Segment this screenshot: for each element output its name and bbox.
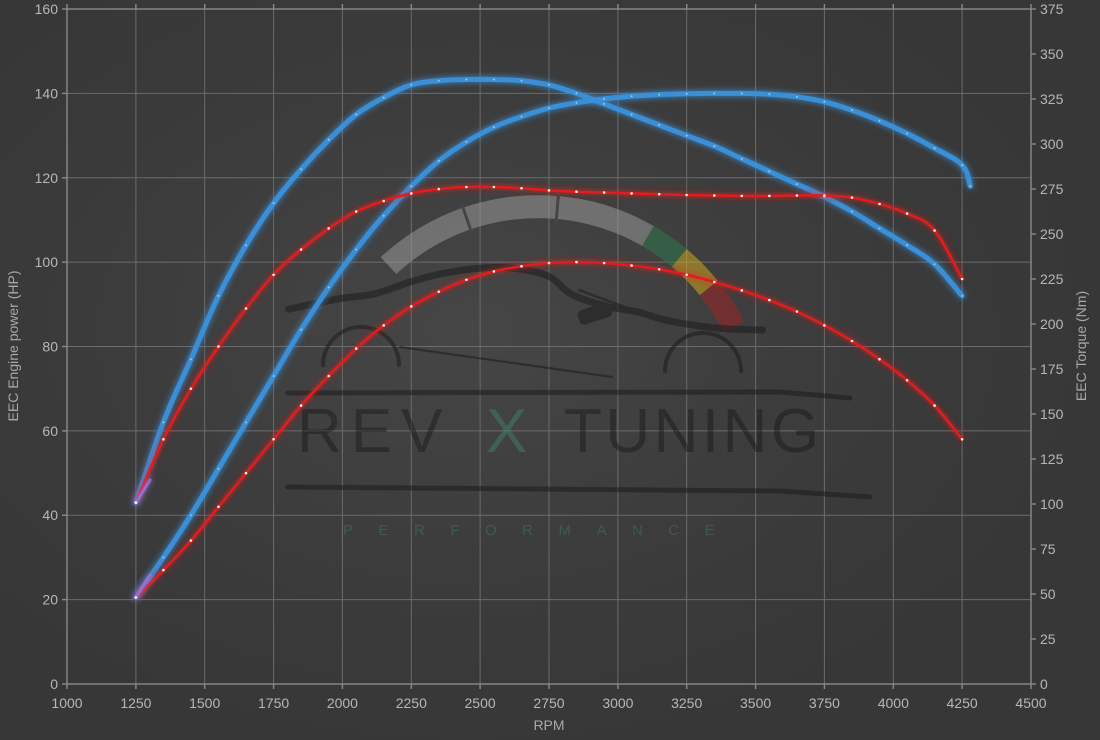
svg-text:60: 60 <box>42 423 58 439</box>
svg-text:120: 120 <box>35 170 59 186</box>
svg-text:3000: 3000 <box>602 695 633 711</box>
svg-text:1750: 1750 <box>258 695 289 711</box>
svg-text:25: 25 <box>1040 631 1056 647</box>
svg-text:350: 350 <box>1040 46 1064 62</box>
svg-text:325: 325 <box>1040 91 1064 107</box>
svg-text:2000: 2000 <box>327 695 358 711</box>
svg-text:375: 375 <box>1040 1 1064 17</box>
svg-text:80: 80 <box>42 339 58 355</box>
svg-text:2500: 2500 <box>465 695 496 711</box>
svg-text:EEC Torque (Nm): EEC Torque (Nm) <box>1073 291 1089 401</box>
svg-text:1250: 1250 <box>120 695 151 711</box>
svg-text:150: 150 <box>1040 406 1064 422</box>
svg-text:EEC Engine power (HP): EEC Engine power (HP) <box>5 271 21 422</box>
svg-text:3250: 3250 <box>671 695 702 711</box>
svg-text:225: 225 <box>1040 271 1064 287</box>
svg-text:3500: 3500 <box>740 695 771 711</box>
svg-text:TUNING: TUNING <box>564 397 823 466</box>
svg-text:3750: 3750 <box>809 695 840 711</box>
svg-text:2750: 2750 <box>533 695 564 711</box>
svg-text:REV: REV <box>297 397 451 466</box>
svg-text:300: 300 <box>1040 136 1064 152</box>
svg-text:1000: 1000 <box>51 695 82 711</box>
svg-text:275: 275 <box>1040 181 1064 197</box>
svg-text:0: 0 <box>50 676 58 692</box>
svg-text:140: 140 <box>35 85 59 101</box>
svg-text:20: 20 <box>42 592 58 608</box>
svg-text:75: 75 <box>1040 541 1056 557</box>
svg-text:4000: 4000 <box>878 695 909 711</box>
svg-text:40: 40 <box>42 507 58 523</box>
svg-text:160: 160 <box>35 1 59 17</box>
svg-text:200: 200 <box>1040 316 1064 332</box>
svg-text:2250: 2250 <box>396 695 427 711</box>
svg-text:250: 250 <box>1040 226 1064 242</box>
svg-text:X: X <box>486 397 527 466</box>
svg-text:100: 100 <box>1040 496 1064 512</box>
svg-text:4250: 4250 <box>947 695 978 711</box>
svg-text:PERFORMANCE: PERFORMANCE <box>343 522 740 539</box>
svg-text:1500: 1500 <box>189 695 220 711</box>
svg-text:4500: 4500 <box>1015 695 1046 711</box>
svg-text:100: 100 <box>35 254 59 270</box>
svg-text:175: 175 <box>1040 361 1064 377</box>
svg-text:0: 0 <box>1040 676 1048 692</box>
svg-text:RPM: RPM <box>533 717 564 733</box>
svg-text:125: 125 <box>1040 451 1064 467</box>
svg-text:50: 50 <box>1040 586 1056 602</box>
